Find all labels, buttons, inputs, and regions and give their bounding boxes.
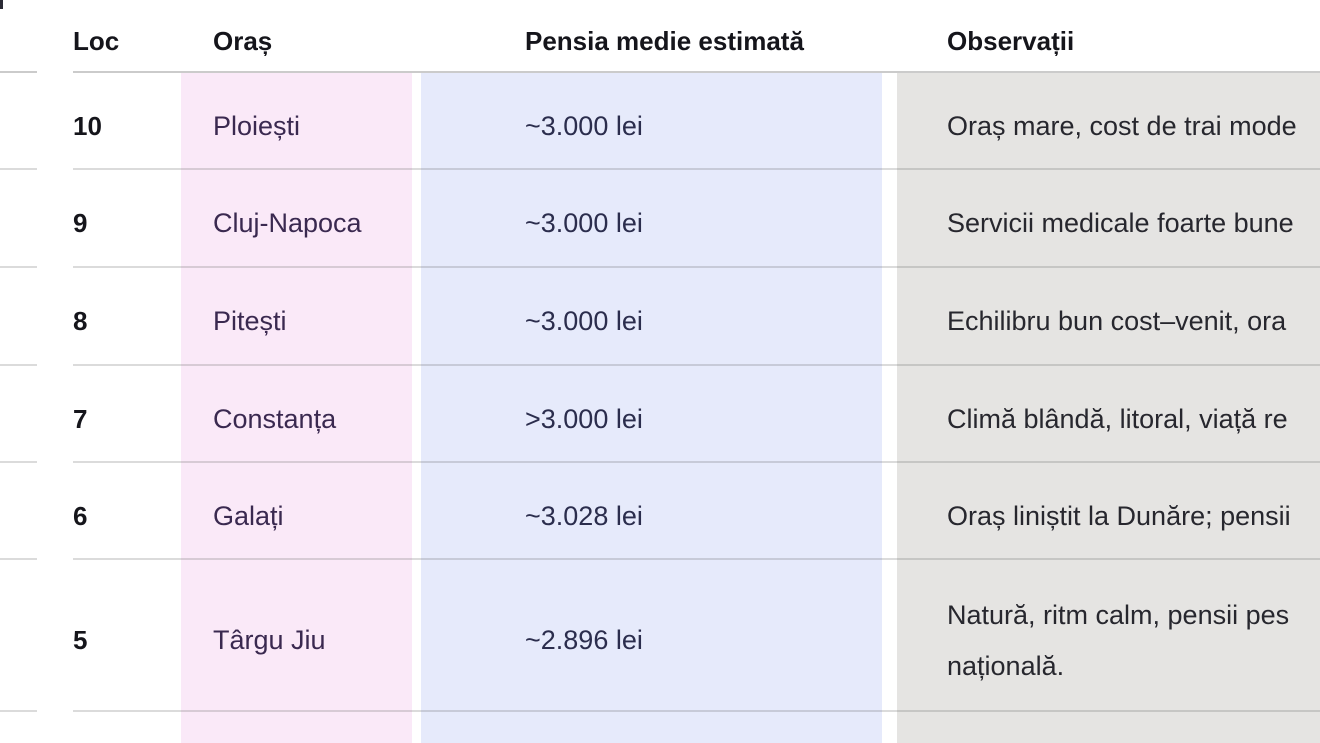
table-row: 6 Galați ~3.028 lei Oraș liniștit la Dunăre… (0, 463, 1320, 560)
column-header-observatii: Observații (947, 25, 1075, 56)
cell-loc: 7 (73, 403, 88, 434)
cell-loc: 5 (73, 625, 88, 655)
row-divider-fragment (0, 461, 37, 463)
cell-loc: 10 (73, 110, 102, 141)
column-header-pensie: Pensia medie estimată (525, 25, 804, 56)
pensie-column-highlight (421, 73, 882, 743)
cell-loc: 8 (73, 306, 88, 336)
row-divider (73, 364, 1320, 366)
cell-observatii: Oraș liniștit la Dunăre; pensii (897, 463, 1320, 560)
cell-oras: Constanța (213, 403, 337, 434)
observatii-column-highlight (897, 73, 1320, 743)
cell-pensie: ~3.000 lei (525, 110, 643, 141)
row-divider-fragment (0, 364, 37, 366)
observation-line: Climă blândă, litoral, viață re (947, 403, 1288, 434)
cell-oras: Târgu Jiu (213, 625, 326, 655)
row-divider (73, 558, 1320, 560)
cell-observatii: Servicii medicale foarte bune (897, 170, 1320, 268)
row-divider (73, 168, 1320, 170)
observation-line: Oraș mare, cost de trai mode (947, 110, 1297, 141)
observation-line: Oraș liniștit la Dunăre; pensii (947, 500, 1291, 531)
header-divider-fragment (0, 71, 37, 73)
row-divider (73, 266, 1320, 268)
observation-line: Servicii medicale foarte bune (947, 208, 1294, 238)
oras-column-highlight (181, 73, 412, 743)
row-divider-fragment (0, 558, 37, 560)
table-row: 7 Constanța >3.000 lei Climă blândă, litora… (0, 366, 1320, 463)
cell-pensie: ~3.028 lei (525, 500, 643, 531)
column-header-loc: Loc (73, 25, 120, 56)
observation-line: Echilibru bun cost–venit, ora (947, 306, 1287, 336)
cell-pensie: ~3.000 lei (525, 208, 643, 238)
table-row: 10 Ploiești ~3.000 lei Oraș mare, cost de t… (0, 73, 1320, 170)
cell-loc: 9 (73, 208, 88, 238)
cell-pensie: ~2.896 lei (525, 625, 643, 655)
cell-oras: Galați (213, 500, 284, 531)
observation-line: Natură, ritm calm, pensii pes (947, 599, 1290, 630)
cropped-glyph-artifact (0, 0, 3, 9)
cell-oras: Cluj-Napoca (213, 208, 362, 238)
table-row: 8 Pitești ~3.000 lei Echilibru bun cost–ven… (0, 268, 1320, 366)
row-divider (73, 710, 1320, 712)
cell-observatii: Echilibru bun cost–venit, ora (897, 268, 1320, 366)
row-divider-fragment (0, 710, 37, 712)
column-header-oras: Oraș (213, 25, 273, 56)
cell-oras: Pitești (213, 306, 287, 336)
cell-pensie: ~3.000 lei (525, 306, 643, 336)
row-divider-fragment (0, 168, 37, 170)
row-divider (73, 461, 1320, 463)
row-divider-fragment (0, 266, 37, 268)
cell-oras: Ploiești (213, 110, 301, 141)
cell-pensie: >3.000 lei (525, 403, 643, 434)
cell-observatii: Climă blândă, litoral, viață re (897, 366, 1320, 463)
cell-loc: 6 (73, 500, 88, 531)
table-row: 5 Târgu Jiu ~2.896 lei Natură, ritm calm, p… (0, 560, 1320, 712)
table-row: 9 Cluj-Napoca ~3.000 lei Servicii medicale … (0, 170, 1320, 268)
cell-observatii: Oraș mare, cost de trai mode (897, 73, 1320, 170)
observation-line: națională. (947, 650, 1065, 681)
header-divider (73, 71, 1320, 73)
cell-observatii: Natură, ritm calm, pensii pes națională. (897, 560, 1320, 712)
